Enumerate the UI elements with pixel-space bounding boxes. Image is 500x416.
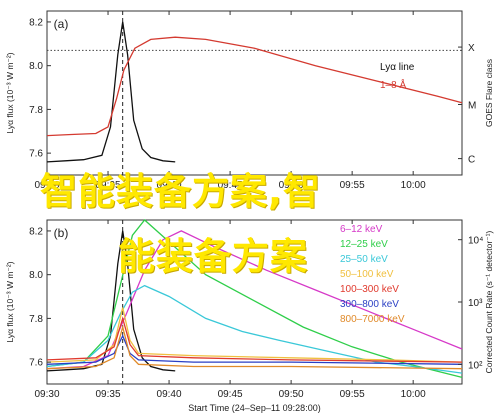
- panel-a-y-tick-label-0: 7.6: [29, 149, 43, 160]
- panel-b-right-axis-label: Corrected Count Rate (s⁻¹ detector⁻¹): [484, 231, 494, 374]
- panel-b-legend-4: 100–300 keV: [340, 284, 399, 295]
- panel-b-ylabel: Lyα flux (10⁻³ W m⁻²): [5, 261, 15, 342]
- panel-a-x-tick-label-6: 10:00: [401, 180, 426, 191]
- panel-a-x-tick-label-3: 09:45: [218, 180, 243, 191]
- panel-a-x-tick-label-1: 09:35: [96, 180, 121, 191]
- panel-b-x-tick-label-0: 09:30: [34, 389, 59, 400]
- panel-a-right-axis-label: GOES Flare class: [484, 59, 494, 127]
- panel-a-frame: [46, 10, 463, 176]
- panel-a-right-tick-label-2: C: [468, 155, 475, 166]
- panel-b-legend-3: 50–100 keV: [340, 269, 394, 280]
- panel-a-label: (a): [54, 17, 69, 31]
- panel-b-legend-5: 300–800 keV: [340, 299, 399, 310]
- panel-b-y-tick-label-0: 7.6: [29, 358, 43, 369]
- panel-b-series-5: [46, 316, 463, 363]
- panel-a-right-tick-label-0: X: [468, 43, 475, 54]
- panel-b-legend-0: 6–12 keV: [340, 224, 383, 235]
- panel-b-series-2: [46, 219, 463, 379]
- panel-a-legend-1: 1–8 Å: [380, 78, 406, 91]
- panel-b-series-0: [46, 230, 176, 372]
- panel-a-y-tick-label-3: 8.2: [29, 17, 43, 28]
- panel-b-legend-2: 25–50 keV: [340, 254, 388, 265]
- panel-b-y-tick-label-2: 8.0: [29, 270, 43, 281]
- panel-a-x-tick-label-2: 09:40: [157, 180, 182, 191]
- panel-a-ylabel: Lyα flux (10⁻³ W m⁻²): [5, 52, 15, 133]
- panel-b-legend-6: 800–7000 keV: [340, 314, 405, 325]
- panel-a-series-1: [46, 36, 463, 137]
- panel-a-y-tick-label-2: 8.0: [29, 61, 43, 72]
- panel-b-right-tick-label-1: 10³: [468, 298, 483, 309]
- panel-b-right-tick-label-2: 10²: [468, 360, 483, 371]
- panel-a-series-0: [46, 21, 176, 163]
- panel-b-x-tick-label-4: 09:50: [279, 389, 304, 400]
- panel-b-x-tick-label-5: 09:55: [340, 389, 365, 400]
- panel-b-y-tick-label-1: 7.8: [29, 314, 43, 325]
- panel-a-x-tick-label-4: 09:50: [279, 180, 304, 191]
- panel-b-x-tick-label-2: 09:40: [157, 389, 182, 400]
- panel-b-right-tick-label-0: 10⁴: [468, 236, 483, 247]
- panel-b-series-7: [46, 324, 463, 370]
- panel-b-legend-1: 12–25 keV: [340, 239, 388, 250]
- panel-a-x-tick-label-0: 09:30: [34, 180, 59, 191]
- panel-a-x-tick-label-5: 09:55: [340, 180, 365, 191]
- panel-b-y-tick-label-3: 8.2: [29, 226, 43, 237]
- panel-b-x-tick-label-6: 10:00: [401, 389, 426, 400]
- panel-b-x-tick-label-3: 09:45: [218, 389, 243, 400]
- panel-a-y-tick-label-1: 7.8: [29, 105, 43, 116]
- panel-b-xlabel: Start Time (24–Sep–11 09:28:00): [188, 403, 320, 413]
- panel-b-label: (b): [54, 226, 69, 240]
- panel-a-legend-0: Lyα line: [380, 62, 415, 73]
- panel-b-x-tick-label-1: 09:35: [96, 389, 121, 400]
- panel-a-right-tick-label-1: M: [468, 100, 476, 111]
